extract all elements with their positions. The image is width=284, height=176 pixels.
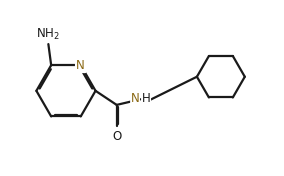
- Text: H: H: [142, 92, 151, 105]
- Text: O: O: [112, 130, 121, 143]
- Text: N: N: [131, 92, 139, 105]
- Text: N: N: [76, 59, 85, 72]
- Text: NH$_2$: NH$_2$: [36, 27, 60, 42]
